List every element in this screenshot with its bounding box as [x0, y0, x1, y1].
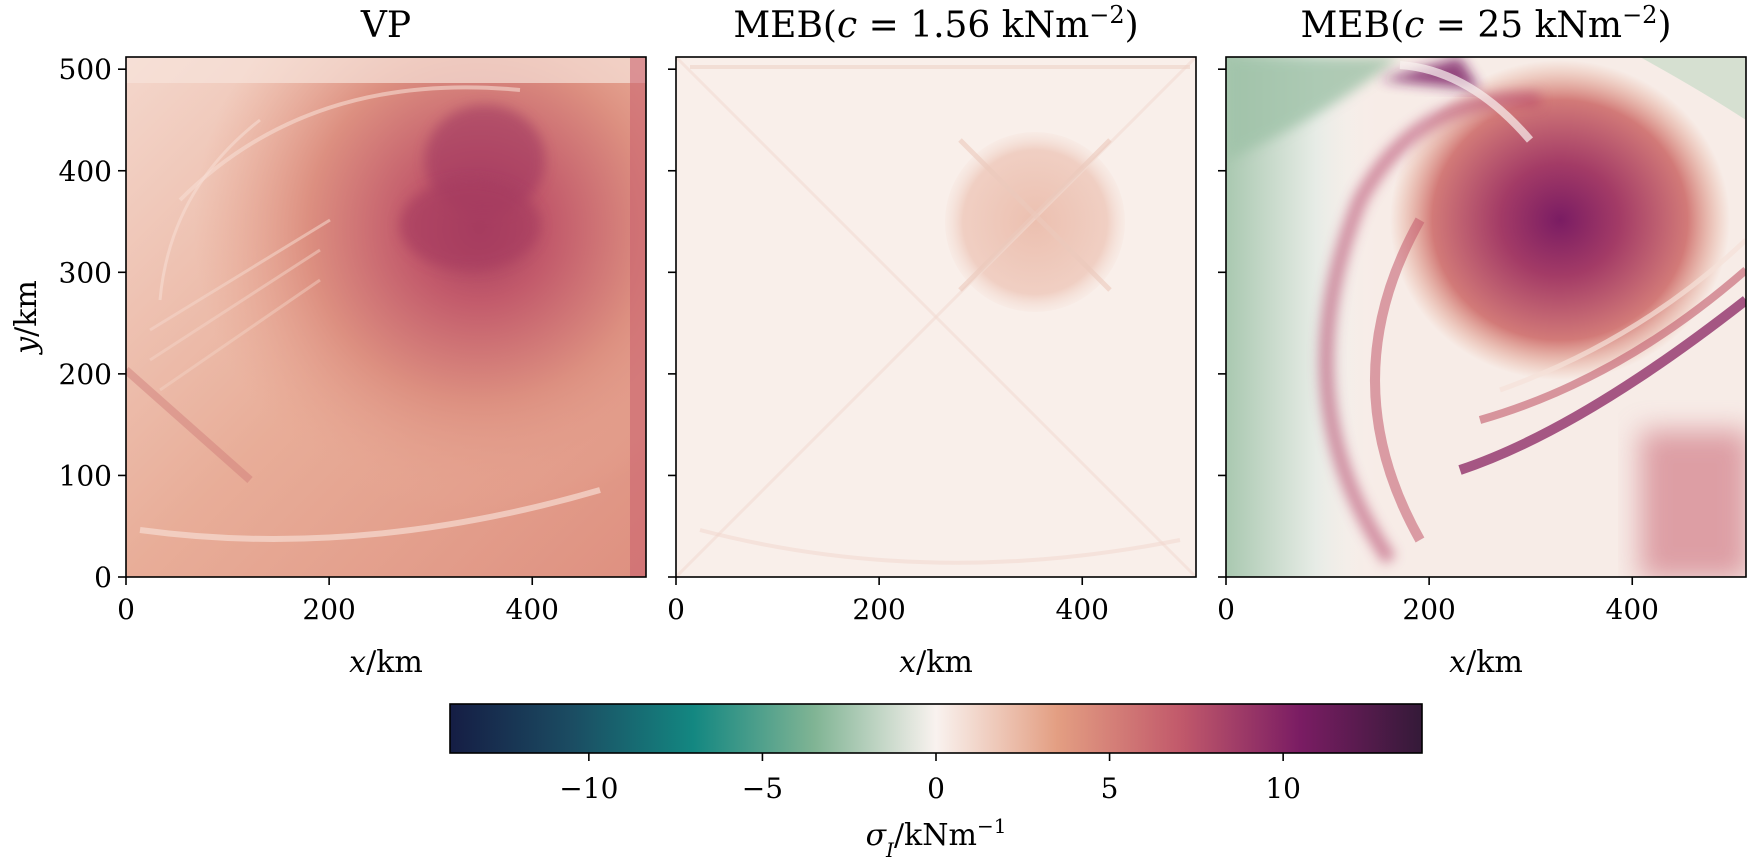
x-axis-label-meb-c25: x/km — [1449, 645, 1523, 680]
y-tick-label: 300 — [59, 256, 112, 289]
heatmap-meb-c25 — [1226, 57, 1746, 577]
x-tick-label: 0 — [117, 593, 135, 626]
colorbar: −10 −5 0 5 10 σI/kNm−1 — [449, 703, 1423, 859]
heatmap-meb-c1 — [676, 57, 1196, 577]
y-tick-label: 0 — [94, 561, 112, 594]
colorbar-tick-label: −5 — [742, 772, 783, 805]
x-tick-label: 400 — [506, 593, 559, 626]
axis-ticks-meb-c1: 0 200 400 — [667, 68, 1109, 626]
colorbar-tick-label: 5 — [1101, 772, 1119, 805]
panel-title-meb-c1: MEB(c = 1.56 kNm−2) — [733, 1, 1138, 46]
colorbar-gradient — [449, 703, 1423, 754]
y-tick-label: 200 — [59, 358, 112, 391]
x-axis-label-vp: x/km — [349, 645, 423, 680]
panel-vp: 0 200 400 0 100 200 300 400 500 VP x/km y/km — [9, 5, 647, 680]
colorbar-tick-label: 10 — [1265, 772, 1301, 805]
x-tick-label: 200 — [1402, 593, 1455, 626]
colorbar-label: σI/kNm−1 — [866, 814, 1007, 859]
axis-ticks-vp: 0 200 400 0 100 200 300 400 500 — [59, 53, 559, 626]
panel-meb-c25: 0 200 400 MEB(c = 25 kNm−2) x/km — [1217, 1, 1747, 680]
panel-title-meb-c25: MEB(c = 25 kNm−2) — [1300, 1, 1671, 46]
heatmap-vp — [126, 57, 646, 577]
axes-frame-meb-c25 — [1225, 56, 1747, 578]
x-tick-label: 200 — [852, 593, 905, 626]
colorbar-tick-label: 0 — [927, 772, 945, 805]
colorbar-tick-label: −10 — [559, 772, 618, 805]
y-axis-label-vp: y/km — [9, 280, 44, 356]
y-tick-label: 500 — [59, 53, 112, 86]
axes-frame-meb-c1 — [675, 56, 1197, 578]
x-axis-label-meb-c1: x/km — [899, 645, 973, 680]
axes-frame-vp — [125, 56, 647, 578]
y-tick-label: 100 — [59, 459, 112, 492]
x-tick-label: 0 — [1217, 593, 1235, 626]
x-tick-label: 200 — [302, 593, 355, 626]
x-tick-label: 400 — [1056, 593, 1109, 626]
colorbar-ticks: −10 −5 0 5 10 — [559, 753, 1301, 805]
axis-ticks-meb-c25: 0 200 400 — [1217, 68, 1659, 626]
panel-meb-c1: 0 200 400 MEB(c = 1.56 kNm−2) x/km — [667, 1, 1197, 680]
y-tick-label: 400 — [59, 155, 112, 188]
panel-title-vp: VP — [360, 5, 411, 46]
x-tick-label: 0 — [667, 593, 685, 626]
x-tick-label: 400 — [1606, 593, 1659, 626]
